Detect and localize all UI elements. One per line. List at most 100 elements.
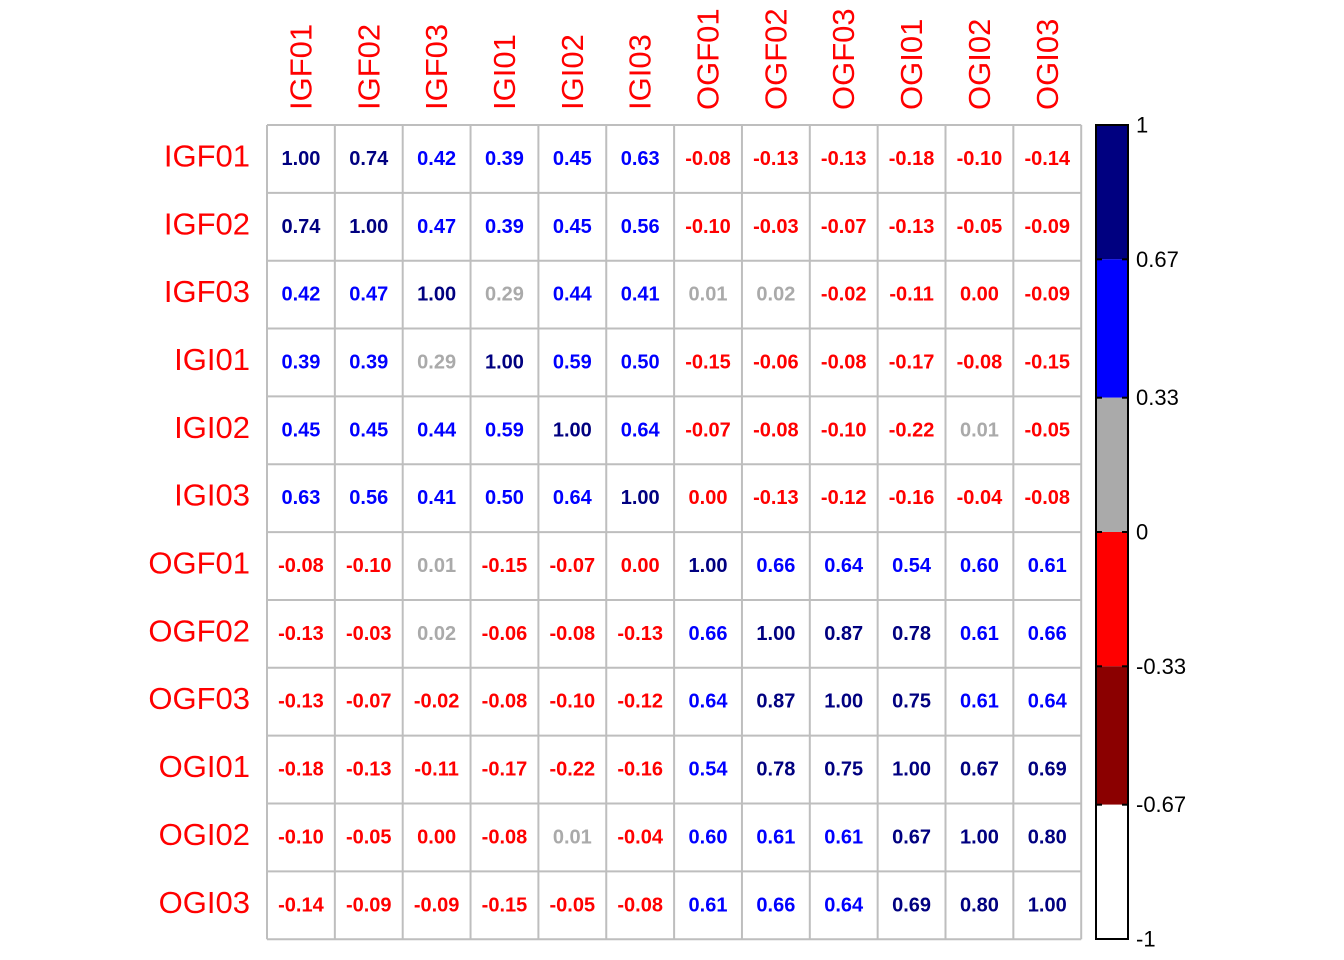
column-label: OGI03 (1030, 19, 1065, 110)
cell-value-label: -0.07 (685, 419, 731, 441)
row-label: IGF02 (164, 206, 250, 241)
cell-value-label: 0.50 (485, 487, 524, 509)
cell-value-label: 0.69 (892, 894, 931, 916)
matrix-cell (538, 667, 607, 736)
cell-value-label: -0.08 (753, 419, 799, 441)
matrix-cell (402, 125, 471, 193)
matrix-cells (267, 125, 1082, 940)
cell-value-label: 0.45 (553, 148, 592, 170)
cell-value-label: -0.09 (1024, 216, 1070, 238)
colorbar-band (1096, 804, 1128, 939)
row-label: OGI02 (159, 817, 250, 852)
cell-value-label: -0.12 (821, 487, 867, 509)
cell-value-label: 0.45 (553, 216, 592, 238)
cell-value-label: 0.87 (756, 691, 795, 713)
matrix-cell (945, 667, 1014, 736)
cell-value-label: 0.44 (553, 284, 593, 306)
matrix-cell (674, 396, 742, 465)
matrix-cell (470, 803, 539, 872)
cell-value-label: 0.01 (689, 284, 728, 306)
matrix-cell (267, 599, 335, 668)
cell-value-label: -0.05 (1024, 419, 1070, 441)
cell-value-label: -0.10 (821, 419, 867, 441)
cell-value-label: -0.14 (1024, 148, 1070, 170)
cell-value-label: 1.00 (824, 691, 863, 713)
matrix-cell (267, 125, 335, 193)
cell-value-label: -0.13 (753, 487, 799, 509)
cell-value-label: 1.00 (417, 284, 456, 306)
cell-value-label: -0.22 (889, 419, 935, 441)
matrix-cell (267, 735, 335, 804)
matrix-cell (1013, 396, 1082, 465)
matrix-cell (877, 328, 946, 397)
matrix-cell (334, 871, 403, 940)
cell-value-label: -0.04 (957, 487, 1003, 509)
matrix-cell (606, 599, 675, 668)
matrix-cell (877, 667, 946, 736)
matrix-cell (809, 871, 878, 940)
cell-value-label: -0.13 (889, 216, 935, 238)
matrix-cell (674, 667, 742, 736)
matrix-cell (674, 599, 742, 668)
matrix-cell (945, 599, 1014, 668)
column-labels: IGF01 IGF02 IGF03 IGI01 IGI02 IGI03 OGF01 OGF02… (283, 8, 1064, 110)
matrix-cell (877, 192, 946, 261)
row-label: OGI01 (159, 749, 250, 784)
cell-value-label: 0.75 (824, 759, 863, 781)
colorbar-tick-label: 0 (1136, 520, 1148, 545)
cell-value-label: 0.64 (689, 691, 729, 713)
matrix-cell (741, 125, 810, 193)
matrix-cell (1013, 328, 1082, 397)
matrix-cell (606, 328, 675, 397)
cell-value-label: -0.08 (550, 623, 596, 645)
cell-value-label: -0.08 (482, 826, 528, 848)
colorbar-tick-label: -1 (1136, 927, 1156, 952)
matrix-cell (741, 871, 810, 940)
cell-values: 1.00 0.74 0.42 0.39 0.45 0.63 -0.08 -0.13 -0.13-… (278, 148, 1071, 916)
cell-value-label: -0.07 (550, 555, 596, 577)
cell-value-label: 0.60 (689, 826, 728, 848)
matrix-cell (809, 125, 878, 193)
cell-value-label: 0.50 (621, 351, 660, 373)
column-label: IGF01 (283, 24, 318, 110)
matrix-cell (267, 192, 335, 261)
cell-value-label: 0.64 (824, 894, 864, 916)
cell-value-label: -0.13 (617, 623, 663, 645)
cell-value-label: 0.00 (417, 826, 456, 848)
cell-value-label: 0.59 (485, 419, 524, 441)
cell-value-label: 0.59 (553, 351, 592, 373)
matrix-cell (741, 803, 810, 872)
cell-value-label: -0.08 (957, 351, 1003, 373)
cell-value-label: 0.69 (1028, 759, 1067, 781)
cell-value-label: -0.18 (889, 148, 935, 170)
cell-value-label: -0.02 (821, 284, 867, 306)
cell-value-label: 0.47 (417, 216, 456, 238)
cell-value-label: 0.39 (349, 351, 388, 373)
matrix-cell (402, 328, 471, 397)
matrix-cell (1013, 667, 1082, 736)
row-label: IGF01 (164, 138, 250, 173)
matrix-cell (741, 532, 810, 600)
matrix-cell (741, 192, 810, 261)
matrix-cell (538, 735, 607, 804)
cell-value-label: 1.00 (621, 487, 660, 509)
matrix-cell (267, 464, 335, 533)
matrix-cell (267, 803, 335, 872)
cell-value-label: 0.80 (960, 894, 999, 916)
cell-value-label: 1.00 (1028, 894, 1067, 916)
colorbar-band (1096, 397, 1128, 532)
matrix-cell (945, 396, 1014, 465)
matrix-cell (470, 192, 539, 261)
cell-value-label: 0.60 (960, 555, 999, 577)
cell-value-label: 0.39 (485, 148, 524, 170)
matrix-cell (809, 396, 878, 465)
cell-value-label: 1.00 (960, 826, 999, 848)
matrix-cell (809, 599, 878, 668)
cell-value-label: 0.01 (417, 555, 456, 577)
cell-value-label: -0.08 (821, 351, 867, 373)
cell-value-label: 0.75 (892, 691, 931, 713)
cell-value-label: 0.00 (689, 487, 728, 509)
cell-value-label: 0.56 (349, 487, 388, 509)
cell-value-label: -0.17 (482, 759, 528, 781)
